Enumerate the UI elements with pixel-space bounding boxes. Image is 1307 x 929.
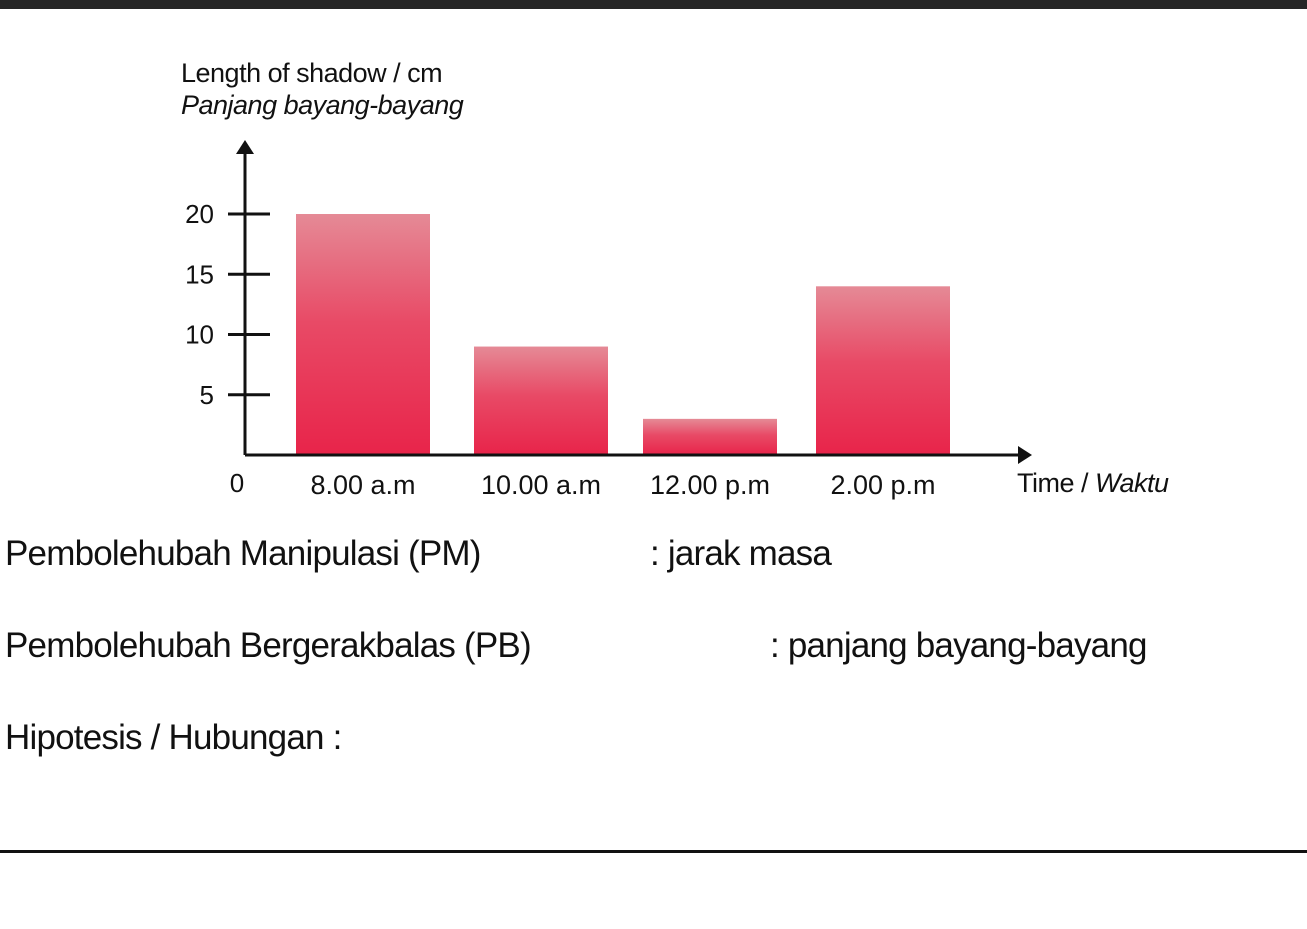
hypothesis-label: Hipotesis / Hubungan :: [5, 718, 342, 757]
y-axis-label: Length of shadow / cm: [181, 58, 443, 88]
y-tick-label: 10: [185, 320, 214, 350]
x-tick-label: 8.00 a.m: [310, 470, 415, 500]
x-axis-label-main: Time /: [1017, 468, 1096, 498]
x-axis-label: Time / Waktu: [1017, 468, 1169, 499]
x-axis-arrow: [1018, 446, 1032, 464]
origin-label: 0: [230, 468, 244, 498]
bar-1: [296, 214, 430, 455]
responding-variable-row: Pembolehubah Bergerakbalas (PB) : panjan…: [5, 626, 1147, 666]
x-tick-label: 12.00 p.m: [650, 470, 770, 500]
x-tick-label: 2.00 p.m: [830, 470, 935, 500]
x-tick-label: 10.00 a.m: [481, 470, 601, 500]
y-axis-label-translation: Panjang bayang-bayang: [181, 90, 464, 120]
bar-2: [474, 346, 608, 455]
y-axis-arrow: [236, 140, 254, 154]
manipulated-variable-value: : jarak masa: [650, 534, 832, 573]
responding-variable-label: Pembolehubah Bergerakbalas (PB): [5, 626, 532, 665]
answer-line: [0, 850, 1307, 853]
manipulated-variable-label: Pembolehubah Manipulasi (PM): [5, 534, 481, 573]
bar-4: [816, 286, 950, 455]
y-tick-label: 15: [185, 259, 214, 289]
bar-3: [643, 418, 777, 455]
shadow-length-bar-chart: 5 10 15 20 0 8.00 a.m 10.00 a.m 12.00 p.m 2.00 p…: [185, 140, 1032, 500]
top-border: [0, 0, 1307, 9]
x-axis-label-translation: Waktu: [1095, 468, 1169, 498]
y-tick-label: 5: [200, 380, 214, 410]
manipulated-variable-row: Pembolehubah Manipulasi (PM) : jarak mas…: [5, 534, 832, 574]
y-tick-label: 20: [185, 199, 214, 229]
responding-variable-value: : panjang bayang-bayang: [770, 626, 1147, 665]
